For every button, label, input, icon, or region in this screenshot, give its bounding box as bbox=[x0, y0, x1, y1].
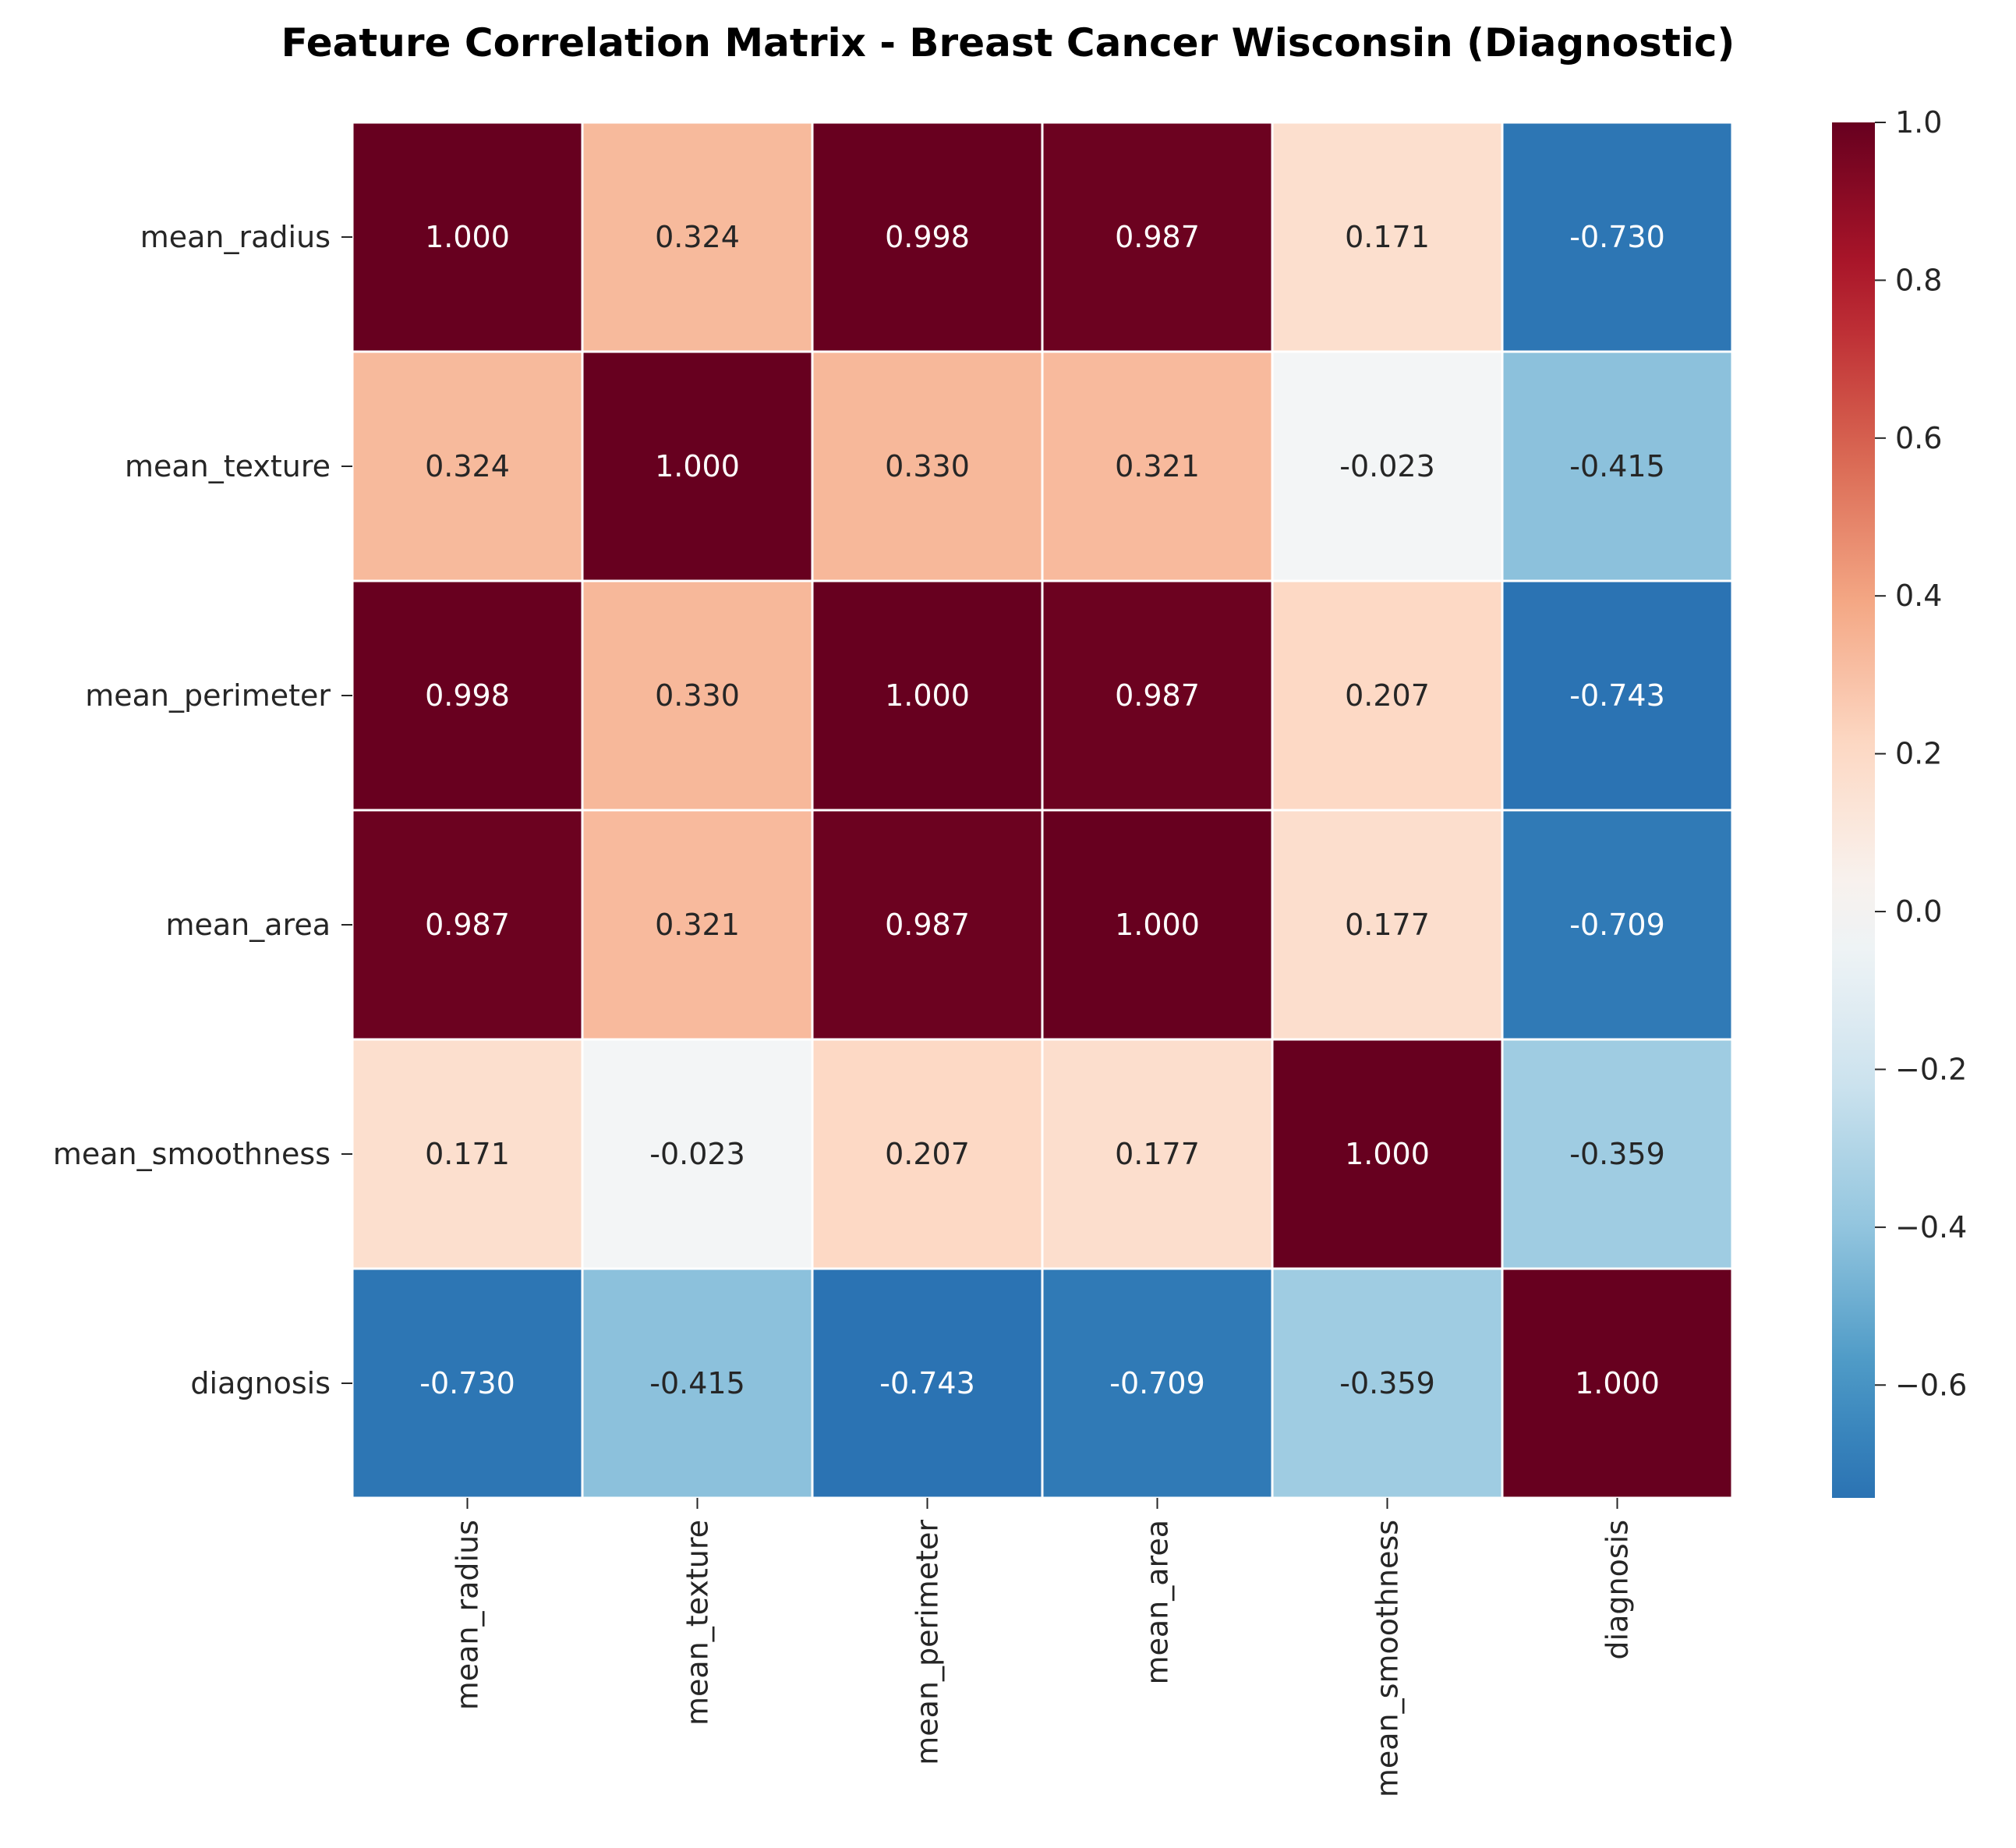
cell-value-label: 0.324 bbox=[425, 449, 510, 483]
y-tick-label: mean_area bbox=[165, 908, 331, 942]
heatmap-cell bbox=[581, 121, 814, 353]
cell-value-label: -0.359 bbox=[1339, 1366, 1435, 1400]
cell-value-label: 0.998 bbox=[425, 678, 510, 713]
cell-value-label: 0.998 bbox=[885, 220, 970, 254]
heatmap-cell bbox=[1501, 1267, 1734, 1499]
colorbar-tick-label: 0.8 bbox=[1895, 263, 1942, 297]
x-tick-label: diagnosis bbox=[1600, 1520, 1635, 1660]
cell-value-label: -0.709 bbox=[1569, 908, 1665, 942]
cell-value-label: 1.000 bbox=[1345, 1137, 1430, 1171]
colorbar-tick-label: 0.6 bbox=[1895, 421, 1942, 455]
heatmap-cell bbox=[1501, 350, 1734, 582]
cell-value-label: 0.330 bbox=[655, 678, 740, 713]
heatmap-cell bbox=[1271, 1267, 1504, 1499]
heatmap-cell bbox=[811, 121, 1044, 353]
heatmap-cell bbox=[351, 1267, 584, 1499]
cell-value-label: 0.207 bbox=[1345, 678, 1430, 713]
heatmap-cell bbox=[581, 579, 814, 812]
heatmap-cell bbox=[1041, 1038, 1274, 1270]
cell-value-label: 0.207 bbox=[885, 1137, 970, 1171]
heatmap-cell bbox=[811, 579, 1044, 812]
cell-value-label: 0.987 bbox=[425, 908, 510, 942]
colorbar-tick-label: 1.0 bbox=[1895, 105, 1942, 140]
heatmap-cell bbox=[351, 121, 584, 353]
cell-value-label: 0.987 bbox=[1115, 678, 1200, 713]
colorbar-tick-label: −0.6 bbox=[1895, 1368, 1967, 1402]
y-tick-label: mean_radius bbox=[140, 220, 331, 254]
x-axis: mean_radius mean_texture mean_perimeter mea… bbox=[451, 1498, 1635, 1797]
x-tick-label: mean_radius bbox=[451, 1520, 485, 1710]
heatmap-cell bbox=[1271, 809, 1504, 1041]
cell-value-label: 0.171 bbox=[425, 1137, 510, 1171]
chart-title: Feature Correlation Matrix - Breast Canc… bbox=[281, 20, 1735, 65]
cell-value-label: 1.000 bbox=[425, 220, 510, 254]
heatmap-cell bbox=[1271, 579, 1504, 812]
cell-value-label: 0.321 bbox=[655, 908, 740, 942]
cell-value-label: -0.743 bbox=[1569, 678, 1665, 713]
heatmap-cell bbox=[351, 1038, 584, 1270]
cell-value-label: 0.330 bbox=[885, 449, 970, 483]
colorbar-tick-label: 0.0 bbox=[1895, 894, 1942, 929]
x-tick-label: mean_smoothness bbox=[1371, 1520, 1405, 1797]
colorbar-gradient bbox=[1832, 122, 1875, 1498]
cell-value-label: -0.023 bbox=[1339, 449, 1435, 483]
cell-value-label: 0.171 bbox=[1345, 220, 1430, 254]
y-tick-label: diagnosis bbox=[190, 1366, 331, 1400]
y-tick-label: mean_texture bbox=[125, 449, 331, 483]
cell-value-label: -0.415 bbox=[1569, 449, 1665, 483]
cell-value-label: 0.177 bbox=[1345, 908, 1430, 942]
cell-value-label: 0.177 bbox=[1115, 1137, 1200, 1171]
cell-value-label: -0.709 bbox=[1109, 1366, 1205, 1400]
colorbar-tick-label: −0.2 bbox=[1895, 1052, 1967, 1086]
y-tick-label: mean_perimeter bbox=[85, 678, 331, 713]
cell-value-label: -0.023 bbox=[649, 1137, 745, 1171]
heatmap-cell bbox=[351, 809, 584, 1041]
colorbar-tick-label: 0.2 bbox=[1895, 737, 1942, 771]
cell-value-label: 1.000 bbox=[1115, 908, 1200, 942]
heatmap-cell bbox=[1041, 121, 1274, 353]
cell-value-label: 1.000 bbox=[1575, 1366, 1660, 1400]
heatmap-cell bbox=[1041, 579, 1274, 812]
cell-value-label: -0.415 bbox=[649, 1366, 745, 1400]
x-tick-label: mean_area bbox=[1141, 1520, 1175, 1685]
heatmap-cell bbox=[1271, 1038, 1504, 1270]
x-tick-label: mean_texture bbox=[681, 1520, 715, 1726]
cell-value-label: 0.987 bbox=[1115, 220, 1200, 254]
cell-value-label: -0.730 bbox=[1569, 220, 1665, 254]
heatmap-cell bbox=[1501, 809, 1734, 1041]
heatmap-cell bbox=[351, 579, 584, 812]
heatmap-cell bbox=[1501, 1038, 1734, 1270]
heatmap-cell bbox=[811, 809, 1044, 1041]
y-tick-label: mean_smoothness bbox=[53, 1137, 331, 1171]
heatmap-cell bbox=[1501, 579, 1734, 812]
cell-value-label: 0.987 bbox=[885, 908, 970, 942]
heatmap-cell bbox=[1271, 121, 1504, 353]
cell-value-label: 1.000 bbox=[885, 678, 970, 713]
heatmap-cell bbox=[1041, 809, 1274, 1041]
colorbar-tick-label: 0.4 bbox=[1895, 579, 1942, 613]
cell-value-label: 0.321 bbox=[1115, 449, 1200, 483]
y-axis: mean_radius mean_texture mean_perimetermea… bbox=[53, 220, 352, 1400]
colorbar: 1.0 0.8 0.6 0.4 0.2 0.0 −0.2 −0.4 −0.6 bbox=[1832, 105, 1967, 1498]
colorbar-tick-label: −0.4 bbox=[1895, 1210, 1967, 1244]
heatmap-cell bbox=[811, 1038, 1044, 1270]
heatmap-cell bbox=[1041, 350, 1274, 582]
heatmap-grid: 1.000 0.324 0.998 0.987 0.171 -0.730 0.324 1.00… bbox=[351, 121, 1734, 1499]
cell-value-label: 0.324 bbox=[655, 220, 740, 254]
heatmap-cell bbox=[581, 350, 814, 582]
cell-value-label: -0.743 bbox=[879, 1366, 975, 1400]
cell-value-label: -0.730 bbox=[419, 1366, 515, 1400]
cell-value-label: -0.359 bbox=[1569, 1137, 1665, 1171]
heatmap-cell bbox=[1501, 121, 1734, 353]
x-tick-label: mean_perimeter bbox=[911, 1520, 945, 1765]
cell-value-label: 1.000 bbox=[655, 449, 740, 483]
heatmap-cell bbox=[581, 809, 814, 1041]
